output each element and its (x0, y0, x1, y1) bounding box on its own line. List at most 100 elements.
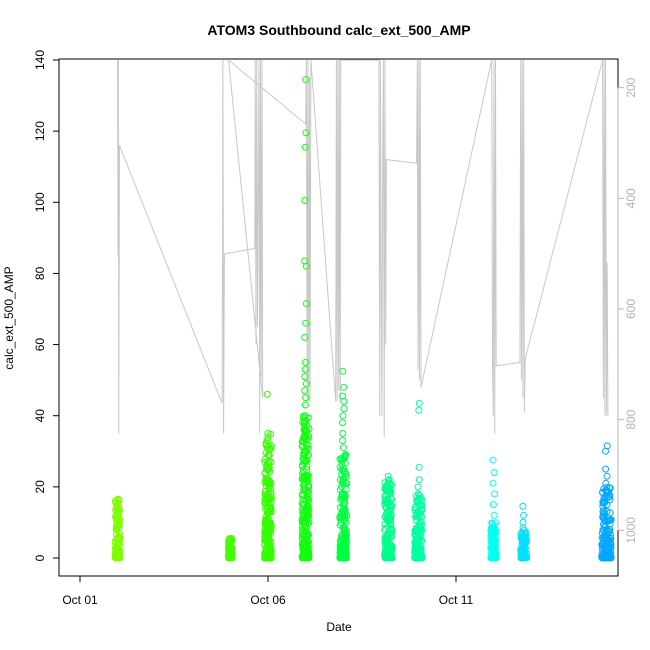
data-point (300, 484, 308, 492)
data-point (383, 498, 390, 506)
y-tick-label: 100 (33, 192, 47, 212)
data-point (602, 479, 610, 487)
data-point (381, 524, 389, 532)
data-point (339, 478, 346, 486)
data-point (337, 550, 345, 558)
data-point (413, 550, 420, 558)
data-point (417, 523, 425, 531)
data-point (301, 387, 309, 395)
data-point (492, 549, 500, 557)
data-point (263, 390, 271, 398)
data-point (301, 525, 309, 533)
data-point (299, 515, 307, 523)
data-point (336, 455, 344, 463)
data-point (301, 143, 309, 151)
data-point (387, 533, 395, 541)
data-point (299, 462, 306, 470)
data-point (265, 489, 273, 497)
data-point (411, 545, 419, 553)
data-point (520, 511, 528, 519)
y2-tick-label: 1000 (624, 517, 638, 544)
data-point (488, 520, 496, 528)
y-tick-label: 120 (33, 121, 47, 141)
data-point (265, 545, 273, 553)
data-point (416, 492, 423, 500)
data-point (518, 543, 526, 551)
axes-layer: 0 20 40 60 80 100 120 140 Oct 01 Oct 06 Oct 11 200 4… (33, 50, 638, 607)
y2-tick-label: 800 (624, 409, 638, 429)
x-tick-label: Oct 11 (439, 593, 474, 607)
point-series (381, 472, 396, 562)
points-layer (111, 76, 615, 562)
data-point (305, 549, 313, 557)
data-point (382, 497, 390, 505)
data-point (302, 300, 310, 308)
point-series (111, 495, 124, 562)
data-point (606, 520, 614, 528)
data-point (416, 495, 424, 503)
data-point (299, 473, 307, 481)
data-point (416, 519, 424, 527)
data-point (261, 536, 269, 544)
data-point (602, 548, 610, 556)
data-point (384, 540, 392, 548)
chart-title: ATOM3 Southbound calc_ext_500_AMP (207, 22, 470, 38)
data-point (265, 496, 273, 504)
data-point (411, 542, 419, 550)
data-point (489, 479, 497, 487)
y-tick-label: 20 (33, 480, 47, 494)
data-point (300, 491, 308, 499)
data-point (598, 541, 606, 548)
data-point (519, 502, 527, 510)
data-point (113, 554, 121, 562)
data-point (303, 515, 311, 523)
data-point (342, 543, 350, 551)
data-point (339, 495, 347, 503)
data-point (264, 430, 272, 437)
data-point (488, 530, 495, 538)
data-point (415, 463, 423, 471)
data-point (114, 511, 122, 519)
data-point (115, 524, 123, 532)
data-point (339, 419, 346, 427)
data-point (418, 553, 426, 561)
data-point (115, 504, 122, 512)
data-point (342, 531, 350, 539)
data-point (114, 501, 122, 509)
data-point (264, 546, 272, 554)
data-point (305, 519, 313, 526)
point-series (298, 76, 313, 562)
data-point (340, 474, 348, 482)
y2-tick-label: 400 (624, 188, 638, 208)
data-point (262, 482, 270, 490)
data-point (384, 472, 392, 480)
data-point (301, 366, 309, 373)
data-point (341, 514, 349, 522)
data-point (264, 465, 272, 473)
point-series (261, 390, 275, 562)
data-point (414, 490, 422, 498)
data-point (519, 536, 527, 544)
data-point (115, 547, 123, 555)
data-point (415, 540, 423, 548)
data-point (342, 485, 350, 493)
data-point (264, 433, 272, 441)
data-point (488, 549, 496, 557)
data-point (302, 358, 309, 366)
data-point (303, 466, 311, 474)
data-point (338, 508, 346, 516)
data-point (521, 553, 529, 561)
data-point (340, 500, 348, 508)
data-point (490, 511, 498, 519)
data-point (264, 523, 272, 531)
data-point (302, 440, 310, 448)
data-point (415, 406, 423, 414)
data-point (600, 515, 608, 523)
data-point (415, 494, 423, 502)
data-point (340, 465, 347, 473)
data-point (114, 540, 122, 548)
data-point (341, 452, 349, 460)
data-point (339, 444, 347, 452)
data-point (340, 398, 348, 405)
data-point (384, 490, 392, 498)
